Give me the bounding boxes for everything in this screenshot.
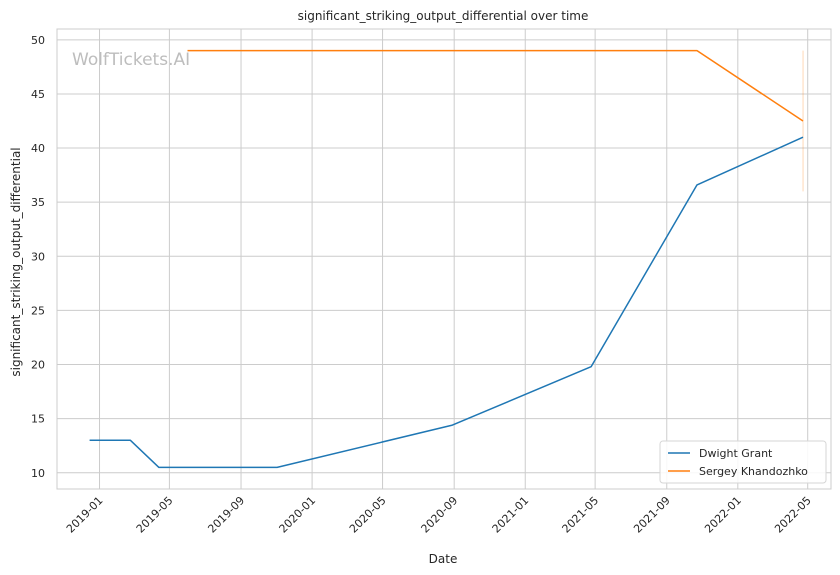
x-tick-label: 2020-09 <box>419 494 461 536</box>
legend: Dwight Grant Sergey Khandozhko <box>659 440 827 484</box>
y-tick-label: 25 <box>31 304 45 317</box>
y-tick-label: 45 <box>31 88 45 101</box>
x-tick-labels: 2019-01 2019-05 2019-09 2020-01 2020-05 2020-… <box>64 494 814 536</box>
y-tick-label: 50 <box>31 34 45 47</box>
y-tick-label: 20 <box>31 359 45 372</box>
x-tick-label: 2022-01 <box>702 494 744 536</box>
series-line-sergey-khandozhko <box>187 49 804 122</box>
y-tick-label: 15 <box>31 413 45 426</box>
series-line-dwight-grant <box>89 136 804 469</box>
y-tick-label: 30 <box>31 250 45 263</box>
x-tick-label: 2020-05 <box>347 494 389 536</box>
x-tick-label: 2019-09 <box>205 494 247 536</box>
watermark: WolfTickets.AI <box>72 50 190 70</box>
y-axis-label: significant_striking_output_differential <box>9 147 23 376</box>
x-tick-label: 2019-01 <box>64 494 106 536</box>
chart-title: significant_striking_output_differential… <box>298 9 589 23</box>
x-tick-label: 2019-05 <box>134 494 176 536</box>
y-tick-label: 10 <box>31 467 45 480</box>
legend-box <box>659 440 827 484</box>
x-tick-label: 2021-05 <box>560 494 602 536</box>
x-tick-label: 2020-01 <box>277 494 319 536</box>
y-tick-label: 40 <box>31 142 45 155</box>
series-lines <box>89 49 804 469</box>
x-tick-label: 2021-09 <box>631 494 673 536</box>
x-axis-label: Date <box>429 552 458 566</box>
y-tick-label: 35 <box>31 196 45 209</box>
x-tick-label: 2022-05 <box>772 494 814 536</box>
y-tick-labels: 10 15 20 25 30 35 40 45 50 <box>31 34 45 480</box>
x-tick-label: 2021-01 <box>490 494 532 536</box>
plot-area <box>56 28 832 490</box>
grid <box>57 29 831 489</box>
legend-label-sergey-khandozhko: Sergey Khandozhko <box>699 465 808 478</box>
legend-label-dwight-grant: Dwight Grant <box>699 447 773 460</box>
